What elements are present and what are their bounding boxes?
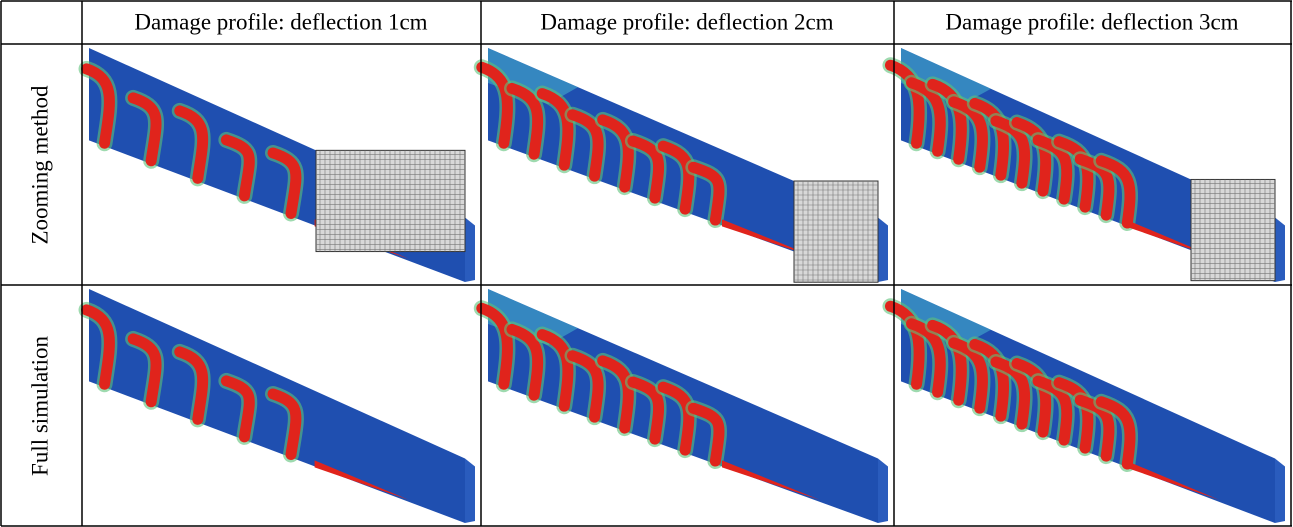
zoom-mesh-box — [1191, 179, 1275, 280]
zoom-mesh-box — [794, 181, 878, 282]
beam-face — [878, 459, 888, 523]
column-header: Damage profile: deflection 1cm — [134, 9, 427, 34]
zoom-mesh — [1191, 179, 1275, 280]
beam-image — [482, 48, 888, 282]
beam-face — [1275, 459, 1285, 523]
beam-face — [1275, 218, 1285, 282]
zoom-mesh-box — [316, 150, 465, 251]
column-header: Damage profile: deflection 3cm — [945, 9, 1238, 34]
beam-face — [465, 459, 475, 523]
beam-image — [87, 48, 475, 282]
row-label: Zooming method — [27, 85, 52, 245]
row-label: Full simulation — [27, 336, 52, 476]
beam-face — [878, 218, 888, 282]
beam-image — [890, 48, 1285, 282]
beam-face — [465, 218, 475, 282]
figure-table: Damage profile: deflection 1cm Damage pr… — [0, 0, 1293, 527]
beam-image — [87, 289, 475, 523]
zoom-mesh — [794, 181, 878, 282]
zoom-mesh — [316, 150, 465, 251]
beam-image — [482, 289, 888, 523]
column-header: Damage profile: deflection 2cm — [540, 9, 833, 34]
beam-image — [890, 289, 1285, 523]
